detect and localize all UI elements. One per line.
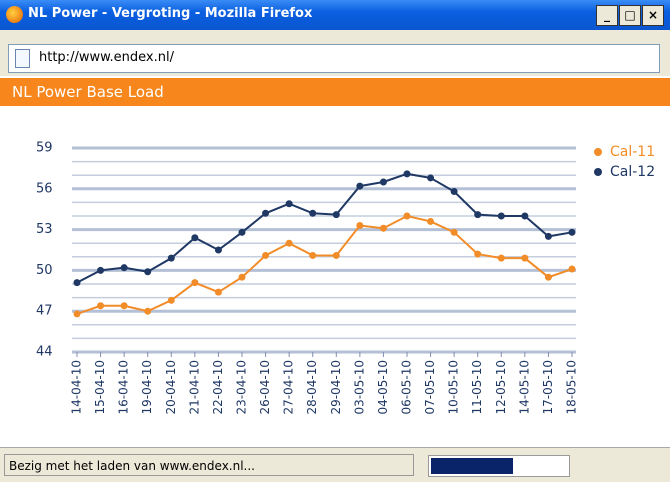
point [403,212,411,220]
x-tick-label: 21-04-10 [187,360,201,414]
point [474,250,482,258]
x-tick-label: 12-05-10 [494,360,508,414]
x-tick-label: 27-04-10 [282,360,296,414]
point [167,296,175,304]
point [544,232,552,240]
point [214,288,222,296]
url: http://www.endex.nl/ [39,50,174,65]
x-tick-label: 28-04-10 [305,360,319,414]
maximize-button[interactable]: □ [619,5,641,26]
point [332,251,340,259]
point [568,228,576,236]
x-tick-label: 07-05-10 [423,360,437,414]
x-tick-label: 14-04-10 [70,360,84,414]
point [73,279,81,287]
point [332,211,340,219]
page-icon [15,49,30,68]
x-tick-label: 20-04-10 [164,360,178,414]
x-tick-label: 19-04-10 [140,360,154,414]
point [120,302,128,310]
y-tick-label: 44 [36,345,53,360]
y-tick-label: 53 [36,222,53,237]
progress-fill [431,458,513,474]
point [521,212,529,220]
point [544,273,552,281]
x-tick-label: 22-04-10 [211,360,225,414]
y-tick-label: 59 [36,141,53,156]
y-tick-label: 47 [36,304,53,319]
point [521,254,529,262]
x-tick-label: 11-05-10 [470,360,484,414]
point [474,211,482,219]
app-icon [6,6,23,23]
chart-header: NL Power Base Load [0,78,670,106]
x-tick-label: 16-04-10 [117,360,131,414]
status-bar: Bezig met het laden van www.endex.nl... [0,447,670,482]
chart: 44 47 50 53 56 59 14-04-10 15-04-10 16-04-10 19-0… [36,141,655,415]
x-tick-label: 17-05-10 [541,360,555,414]
point [214,246,222,254]
y-tick-label: 50 [36,263,53,278]
x-tick-label: 10-05-10 [447,360,461,414]
x-tick-label: 26-04-10 [258,360,272,414]
legend-marker [594,148,602,156]
point [167,254,175,262]
chart-title: NL Power Base Load [12,83,164,101]
point [427,174,435,182]
point [262,209,270,217]
minimize-button[interactable]: _ [596,5,618,26]
point [309,251,317,259]
point [497,212,505,220]
point [238,228,246,236]
x-tick-label: 23-04-10 [235,360,249,414]
point [356,182,364,190]
point [450,188,458,196]
x-tick-label: 04-05-10 [376,360,390,414]
point [73,310,81,318]
point [97,302,105,310]
series-line [76,172,573,284]
point [568,265,576,273]
legend-label: Cal-12 [610,164,655,180]
point [497,254,505,262]
point [238,273,246,281]
x-tick-label: 18-05-10 [565,360,579,414]
point [379,178,387,186]
point [403,170,411,178]
legend-label: Cal-11 [610,144,655,160]
status-text: Bezig met het laden van www.endex.nl... [4,454,414,476]
progress-bar [428,455,570,477]
x-tick-label: 29-04-10 [329,360,343,414]
point [450,228,458,236]
title-bar: NL Power - Vergroting - Mozilla Firefox … [0,0,670,30]
point [144,307,152,315]
window-title: NL Power - Vergroting - Mozilla Firefox [28,6,313,21]
x-tick-label: 06-05-10 [400,360,414,414]
point [97,266,105,274]
series-line [76,214,573,315]
legend-marker [594,168,602,176]
point [379,224,387,232]
point [120,264,128,272]
x-tick-label: 15-04-10 [93,360,107,414]
point [191,234,199,242]
address-area: http://www.endex.nl/ [0,30,670,76]
point [191,279,199,287]
point [309,209,317,217]
x-tick-label: 03-05-10 [352,360,366,414]
point [427,217,435,225]
point [285,200,293,208]
point [144,268,152,276]
close-button[interactable]: × [642,5,664,26]
x-tick-label: 14-05-10 [517,360,531,414]
y-tick-label: 56 [36,181,53,196]
point [262,251,270,259]
address-bar[interactable]: http://www.endex.nl/ [8,44,660,73]
point [356,222,364,230]
point [285,239,293,247]
